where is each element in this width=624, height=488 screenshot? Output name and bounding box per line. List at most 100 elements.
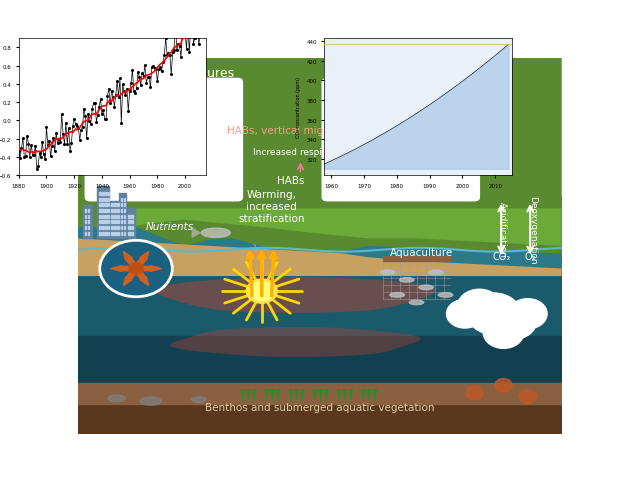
Bar	[102, 193, 104, 196]
Bar	[87, 232, 89, 235]
Polygon shape	[264, 389, 269, 403]
Bar	[121, 198, 122, 202]
Y-axis label: CO₂ concentration (ppm): CO₂ concentration (ppm)	[296, 77, 301, 138]
Ellipse shape	[192, 397, 206, 403]
FancyArrow shape	[110, 266, 136, 272]
Circle shape	[100, 241, 172, 297]
Bar	[124, 198, 125, 202]
Ellipse shape	[202, 228, 230, 238]
Bar	[99, 198, 100, 202]
Ellipse shape	[380, 270, 395, 275]
Bar	[108, 193, 109, 196]
Bar	[78, 389, 562, 434]
Bar	[126, 209, 135, 239]
Bar	[102, 215, 104, 218]
Circle shape	[495, 379, 512, 392]
Bar	[109, 202, 119, 239]
Bar	[102, 204, 104, 207]
Bar	[78, 384, 562, 404]
Circle shape	[457, 290, 501, 324]
Text: Nutrients: Nutrients	[146, 222, 194, 231]
Bar	[111, 210, 113, 213]
Bar	[105, 215, 107, 218]
Polygon shape	[361, 389, 366, 403]
Bar	[117, 226, 119, 229]
Bar	[97, 186, 109, 239]
Bar	[111, 232, 113, 235]
FancyArrow shape	[157, 249, 168, 257]
Polygon shape	[337, 389, 341, 403]
Bar	[114, 221, 115, 224]
Bar	[108, 198, 109, 202]
Ellipse shape	[419, 285, 434, 290]
Polygon shape	[343, 389, 348, 403]
Bar	[99, 215, 100, 218]
Text: Acidification: Acidification	[498, 202, 507, 257]
Polygon shape	[300, 389, 305, 403]
Bar	[78, 337, 562, 404]
Bar	[111, 221, 113, 224]
Bar	[117, 204, 119, 207]
Polygon shape	[319, 115, 407, 250]
Bar	[383, 257, 451, 262]
Polygon shape	[78, 239, 562, 277]
Ellipse shape	[438, 293, 453, 298]
Text: Hypoxia, acidification: Hypoxia, acidification	[394, 147, 492, 156]
Bar	[131, 221, 133, 224]
Bar	[131, 226, 133, 229]
Text: Increased organic matter: Increased organic matter	[110, 147, 225, 156]
Bar	[121, 226, 122, 229]
Bar	[99, 232, 100, 235]
Bar	[108, 204, 109, 207]
Polygon shape	[288, 389, 293, 403]
FancyArrow shape	[134, 268, 149, 286]
Text: Benthos and submerged aquatic vegetation: Benthos and submerged aquatic vegetation	[205, 402, 434, 412]
Bar	[117, 215, 119, 218]
Ellipse shape	[429, 270, 443, 275]
Polygon shape	[78, 59, 562, 254]
Bar	[108, 210, 109, 213]
Polygon shape	[270, 389, 275, 403]
Bar	[111, 226, 113, 229]
Bar	[105, 193, 107, 196]
Polygon shape	[251, 389, 256, 403]
Bar	[111, 215, 113, 218]
Bar	[99, 226, 100, 229]
Polygon shape	[160, 115, 257, 250]
Bar	[99, 210, 100, 213]
Polygon shape	[170, 327, 421, 357]
Bar	[85, 232, 86, 235]
Bar	[87, 215, 89, 218]
Polygon shape	[367, 389, 371, 403]
Bar	[85, 226, 86, 229]
Text: Increased respiration: Increased respiration	[253, 147, 348, 156]
Bar	[87, 210, 89, 213]
Circle shape	[447, 300, 483, 328]
Circle shape	[467, 293, 520, 335]
Bar	[121, 204, 122, 207]
Bar	[131, 215, 133, 218]
Bar	[102, 198, 104, 202]
Bar	[124, 232, 125, 235]
Polygon shape	[373, 389, 378, 403]
FancyArrow shape	[134, 252, 149, 270]
Bar	[105, 232, 107, 235]
FancyArrow shape	[124, 268, 139, 286]
Circle shape	[466, 386, 483, 400]
Bar	[102, 226, 104, 229]
Bar	[117, 232, 119, 235]
Bar	[129, 226, 130, 229]
Polygon shape	[246, 389, 251, 403]
Bar	[129, 215, 130, 218]
Circle shape	[250, 282, 274, 301]
Bar	[114, 210, 115, 213]
Bar	[105, 226, 107, 229]
Bar	[114, 204, 115, 207]
Bar	[111, 204, 113, 207]
Circle shape	[519, 390, 537, 404]
FancyArrow shape	[136, 266, 162, 272]
Text: Deoxygenation: Deoxygenation	[528, 195, 537, 264]
Bar	[99, 204, 100, 207]
Bar	[105, 221, 107, 224]
Bar	[99, 221, 100, 224]
